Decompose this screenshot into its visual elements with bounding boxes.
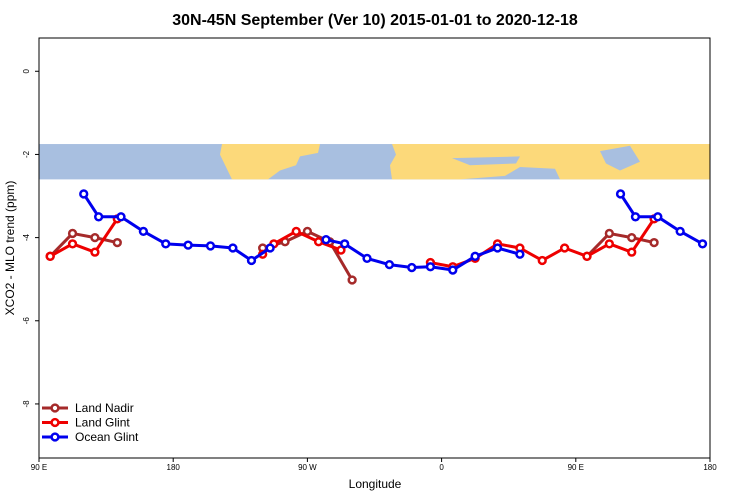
series-land-nadir: [45, 226, 659, 285]
data-point: [582, 251, 592, 261]
series-ocean-glint: [79, 189, 708, 275]
legend-marker: [50, 432, 60, 442]
data-point: [90, 247, 100, 257]
map-sea-2: [600, 145, 640, 171]
x-axis-label: Longitude: [349, 477, 402, 491]
data-point: [448, 265, 458, 275]
chart-title: 30N-45N September (Ver 10) 2015-01-01 to…: [172, 12, 578, 29]
data-point: [67, 239, 78, 249]
data-point: [79, 189, 89, 199]
data-point: [45, 251, 55, 261]
data-point: [630, 212, 641, 222]
legend-label: Land Glint: [75, 416, 130, 430]
x-axis: 90 E 180 90 W 0 90 E 180: [31, 458, 717, 472]
data-point: [515, 249, 525, 259]
data-point: [653, 212, 663, 222]
data-point: [407, 262, 417, 273]
map-land-0: [0, 144, 30, 179]
legend-item: Land Glint: [42, 416, 130, 430]
data-point: [112, 237, 122, 248]
map-land-1: [220, 144, 320, 180]
map-sea-0: [66, 147, 92, 176]
data-point: [302, 226, 313, 237]
data-point: [336, 245, 346, 255]
series-line: [585, 231, 655, 258]
y-tick-label: -8: [22, 400, 31, 408]
data-point: [615, 189, 626, 199]
data-point: [340, 239, 350, 249]
legend-item: Ocean Glint: [42, 430, 139, 444]
x-tick-label: 180: [703, 463, 717, 472]
world-map-band: [0, 144, 710, 180]
y-tick-label: 0: [22, 68, 31, 73]
data-point: [425, 262, 436, 272]
data-point: [205, 241, 216, 251]
series-layer: [45, 189, 708, 285]
data-point: [627, 232, 637, 243]
data-point: [537, 255, 547, 266]
y-axis: 0 -2 -4 -6 -8: [22, 68, 39, 408]
data-point: [265, 243, 275, 253]
data-point: [675, 226, 685, 237]
series-line: [82, 193, 271, 262]
y-tick-label: -4: [22, 234, 31, 242]
x-tick-label: 90 E: [568, 463, 584, 472]
data-point: [291, 226, 301, 237]
data-point: [492, 243, 503, 253]
data-point: [347, 275, 357, 285]
data-point: [161, 239, 171, 249]
data-point: [649, 237, 659, 248]
data-point: [116, 212, 126, 222]
y-axis-label: XCO2 - MLO trend (ppm): [3, 181, 17, 316]
data-point: [627, 247, 637, 257]
legend-item: Land Nadir: [42, 401, 134, 415]
legend-label: Ocean Glint: [75, 430, 139, 444]
legend-marker: [50, 417, 60, 428]
data-point: [559, 243, 570, 253]
data-point: [697, 239, 708, 249]
map-sea-1: [452, 156, 520, 166]
data-point: [321, 235, 331, 245]
x-tick-label: 0: [439, 463, 444, 472]
y-tick-label: -6: [22, 317, 31, 325]
data-point: [246, 255, 257, 266]
data-point: [67, 228, 78, 239]
x-tick-label: 90 W: [298, 463, 317, 472]
data-point: [183, 240, 193, 250]
data-point: [138, 226, 149, 237]
series-line: [325, 238, 521, 272]
series-line: [262, 229, 354, 281]
series-line: [49, 231, 118, 258]
plot-frame: [38, 37, 711, 459]
data-point: [604, 239, 614, 249]
data-point: [362, 253, 372, 264]
x-tick-label: 180: [167, 463, 181, 472]
data-point: [470, 251, 480, 261]
y-tick-label: -2: [22, 150, 31, 158]
legend-marker: [50, 403, 60, 413]
series-land-glint: [45, 214, 659, 272]
series-line: [49, 218, 119, 258]
data-point: [90, 232, 100, 243]
x-tick-label: 90 E: [31, 463, 47, 472]
data-point: [313, 237, 324, 247]
data-point: [384, 259, 395, 270]
data-point: [604, 228, 614, 239]
data-point: [228, 243, 238, 253]
legend-label: Land Nadir: [75, 401, 134, 415]
data-point: [93, 212, 104, 222]
